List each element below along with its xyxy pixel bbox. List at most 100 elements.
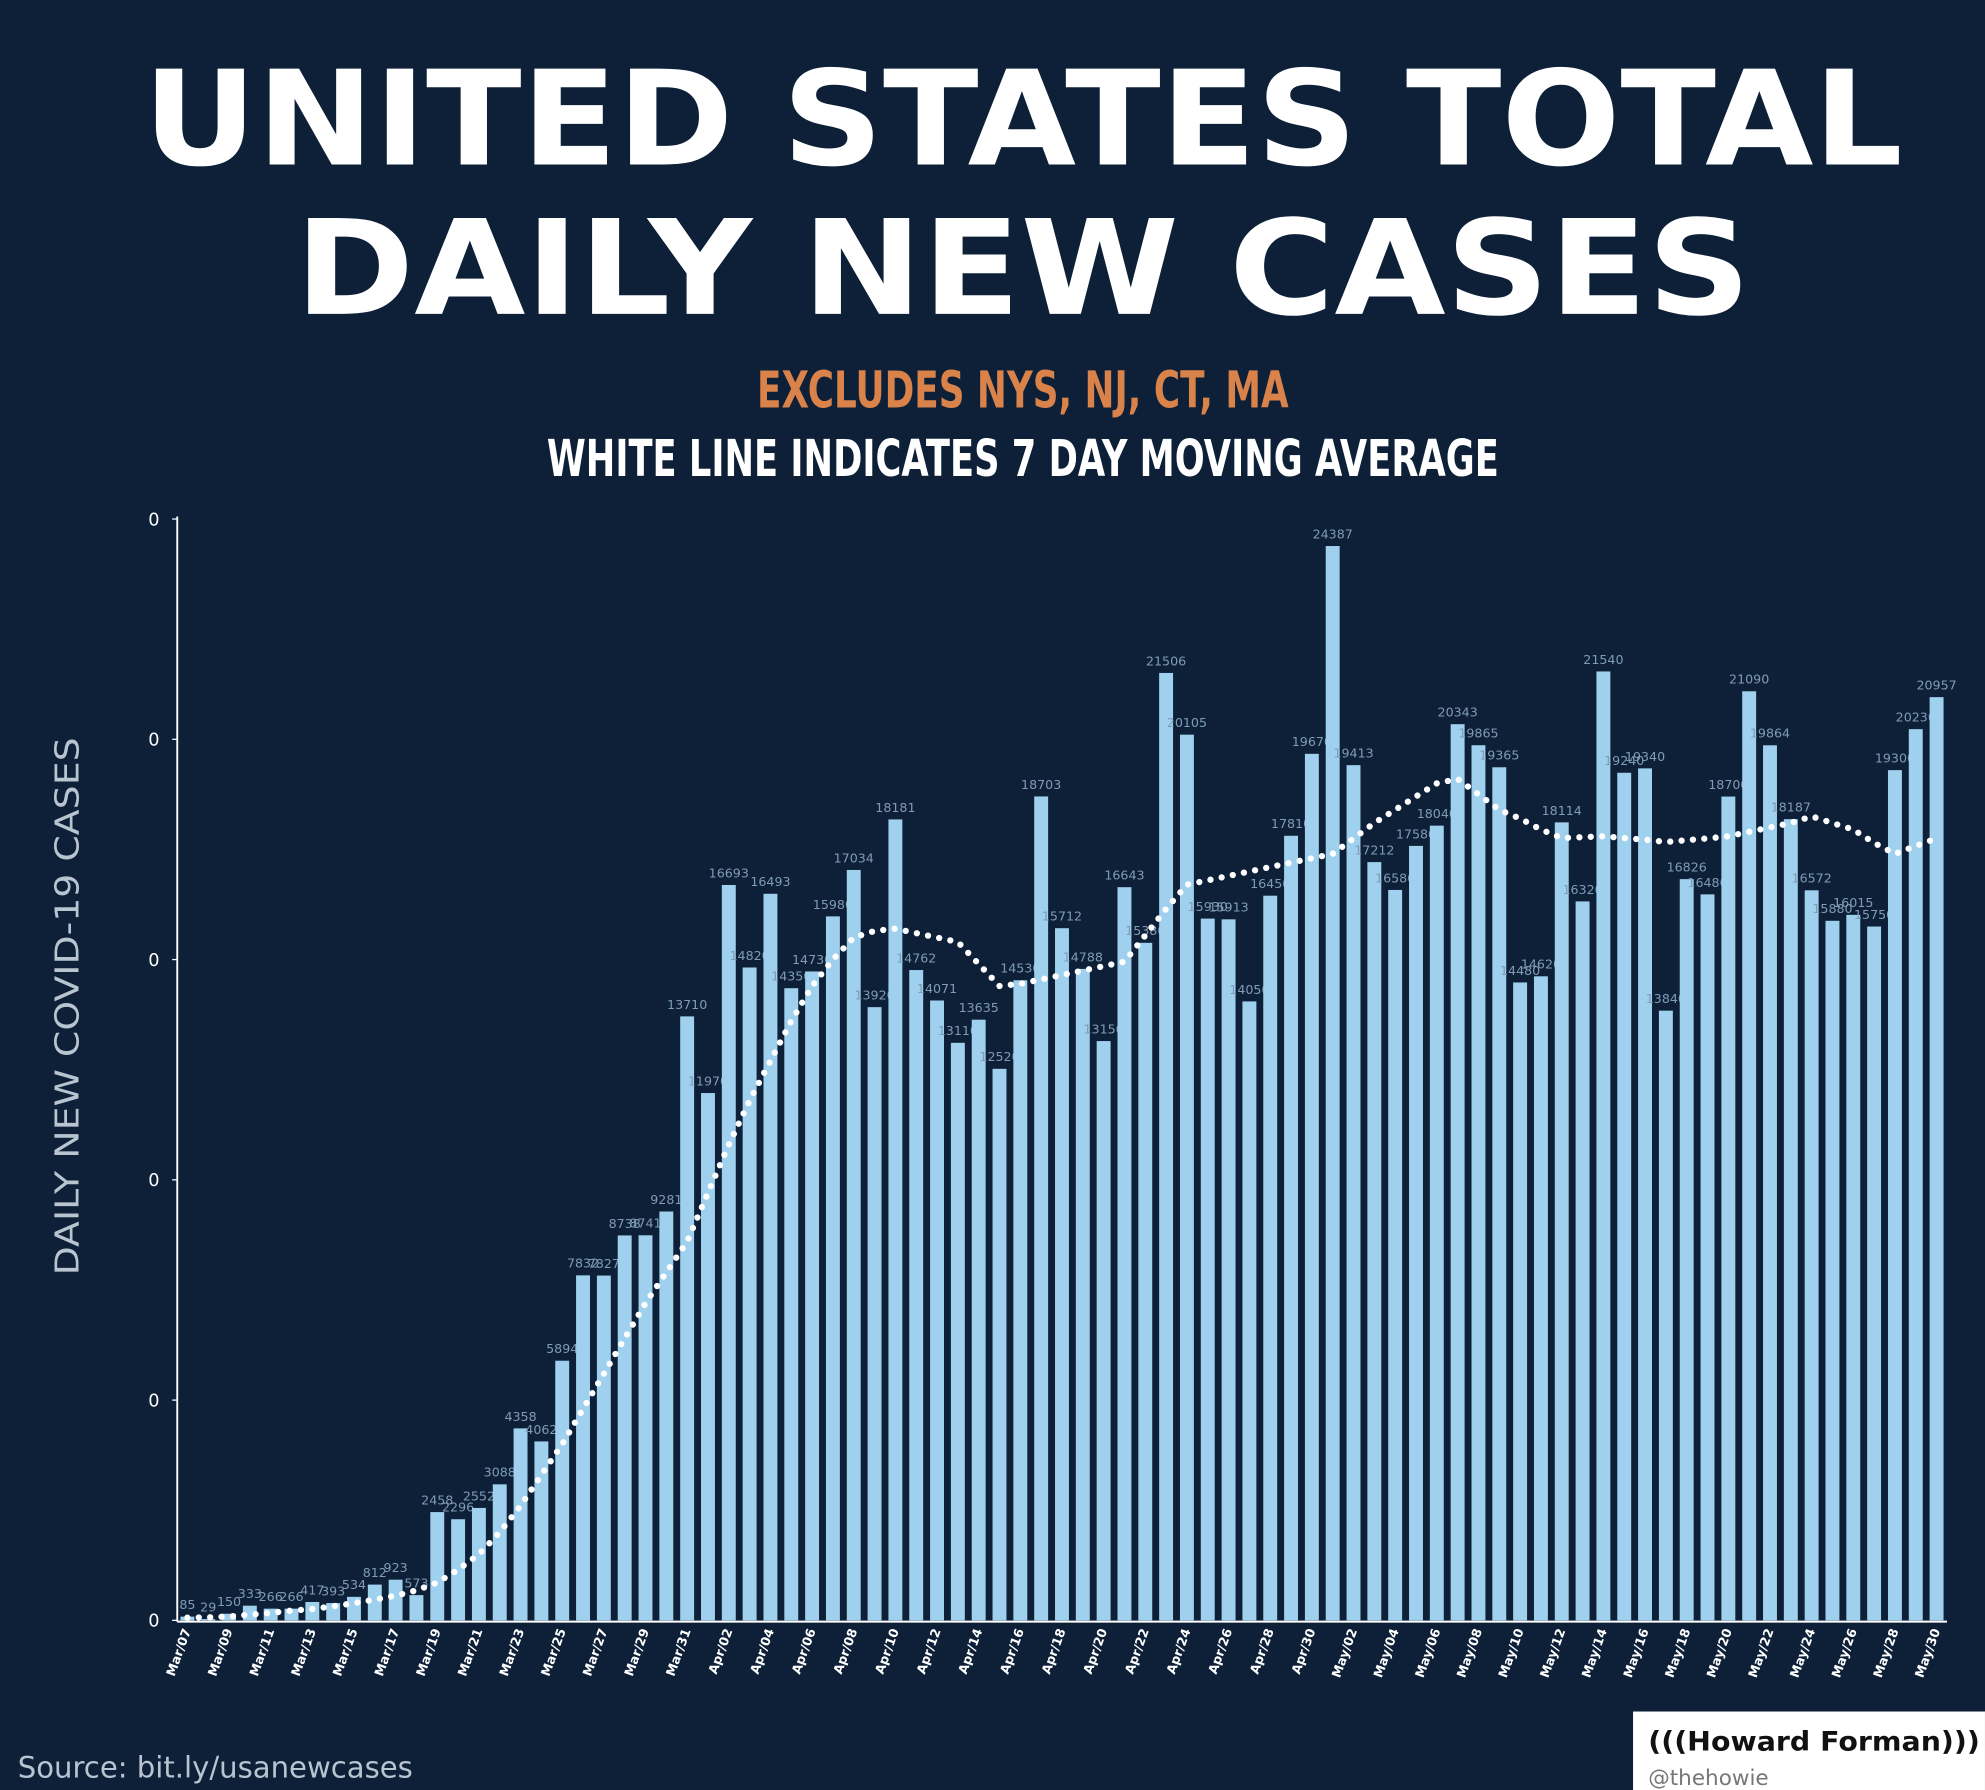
- bar: [825, 916, 840, 1621]
- value-label: 4062: [525, 1422, 557, 1437]
- value-label: 7832: [567, 1256, 599, 1271]
- bar: [930, 1000, 945, 1621]
- bar: [1034, 796, 1049, 1621]
- subtitle: WHITE LINE INDICATES 7 DAY MOVING AVERAG…: [547, 429, 1499, 488]
- bar: [1679, 879, 1694, 1621]
- bar: [1346, 765, 1361, 1621]
- bar: [617, 1235, 632, 1621]
- value-label: 13635: [959, 1000, 999, 1015]
- chart-title: UNITED STATES TOTAL: [143, 44, 1903, 197]
- value-label: 3088: [484, 1465, 516, 1480]
- bar: [576, 1275, 590, 1621]
- source: Source: bit.ly/usanewcases: [18, 1750, 413, 1784]
- value-label: 16572: [1792, 871, 1832, 886]
- bar: [1700, 894, 1715, 1621]
- bar: [1929, 697, 1944, 1621]
- value-label: 11970: [688, 1073, 728, 1088]
- bar: [1471, 745, 1486, 1621]
- value-label: 29: [200, 1599, 216, 1614]
- value-label: 534: [342, 1577, 366, 1592]
- bar: [1242, 1001, 1257, 1621]
- bar: [596, 1275, 611, 1621]
- bar: [451, 1519, 466, 1621]
- bar: [1159, 672, 1174, 1621]
- bar: [1763, 745, 1777, 1621]
- value-label: 13150: [1084, 1021, 1124, 1036]
- bar: [1617, 772, 1632, 1621]
- value-label: 333: [238, 1586, 262, 1601]
- value-label: 20230: [1896, 710, 1936, 725]
- y-tick-label: 0: [148, 1612, 159, 1632]
- bar: [1783, 819, 1798, 1621]
- bar: [1221, 919, 1236, 1621]
- bar: [1325, 546, 1340, 1621]
- bar: [805, 971, 820, 1621]
- bar: [1200, 918, 1215, 1621]
- value-label: 15913: [1208, 900, 1248, 915]
- value-label: 19413: [1333, 746, 1373, 761]
- bar: [284, 1608, 299, 1621]
- value-label: 5894: [546, 1341, 578, 1356]
- bar: [1409, 845, 1423, 1621]
- value-label: 2552: [463, 1488, 495, 1503]
- value-label: 266: [259, 1589, 283, 1604]
- value-label: 150: [217, 1594, 241, 1609]
- value-label: 16493: [750, 874, 790, 889]
- value-label: 923: [384, 1560, 408, 1575]
- value-label: 16826: [1667, 860, 1707, 875]
- bar: [1825, 920, 1840, 1621]
- value-label: 15880: [1812, 901, 1852, 916]
- value-label: 17580: [1396, 826, 1436, 841]
- y-tick-label: 25000: [103, 510, 159, 530]
- bar: [950, 1042, 965, 1621]
- value-label: 19365: [1479, 748, 1519, 763]
- value-label: 21090: [1729, 672, 1769, 687]
- value-label: 417: [300, 1582, 324, 1597]
- value-label: 14050: [1229, 982, 1269, 997]
- bar: [492, 1484, 507, 1621]
- value-label: 20957: [1916, 678, 1956, 693]
- bar: [263, 1608, 278, 1621]
- bar: [1179, 734, 1194, 1621]
- bar: [534, 1441, 549, 1621]
- chart-title: DAILY NEW CASES: [295, 193, 1751, 346]
- value-label: 14820: [730, 948, 770, 963]
- bar: [1533, 976, 1548, 1621]
- bar: [388, 1579, 403, 1621]
- value-label: 15712: [1042, 909, 1082, 924]
- bar: [721, 884, 736, 1621]
- value-label: 14530: [1000, 961, 1040, 976]
- value-label: 19300: [1875, 751, 1915, 766]
- bar: [1513, 982, 1528, 1621]
- bar: [888, 819, 903, 1621]
- value-label: 12520: [979, 1049, 1019, 1064]
- value-label: 14730: [792, 952, 832, 967]
- bar: [1721, 796, 1736, 1621]
- bar: [1658, 1010, 1673, 1621]
- bar: [555, 1360, 570, 1621]
- value-label: 15930: [1188, 899, 1228, 914]
- bar: [784, 988, 799, 1621]
- value-label: 2458: [421, 1492, 453, 1507]
- moving-average-line: [184, 775, 1940, 1621]
- bar: [1388, 889, 1403, 1621]
- value-label: 17212: [1354, 843, 1394, 858]
- value-label: 9281: [650, 1192, 682, 1207]
- value-label: 17810: [1271, 816, 1311, 831]
- y-tick-label: 5000: [114, 1391, 159, 1411]
- value-label: 19864: [1750, 726, 1790, 741]
- value-label: 14620: [1521, 957, 1561, 972]
- value-label: 21506: [1146, 653, 1186, 668]
- credit-name: (((Howard Forman))): [1648, 1727, 1980, 1758]
- value-label: 20105: [1167, 715, 1207, 730]
- value-label: 18181: [875, 800, 915, 815]
- bar: [1013, 980, 1028, 1621]
- bar: [222, 1613, 236, 1621]
- bar: [659, 1211, 674, 1621]
- value-label: 7827: [588, 1256, 620, 1271]
- bar: [1138, 942, 1153, 1621]
- value-label: 18187: [1771, 800, 1811, 815]
- value-label: 19340: [1625, 749, 1665, 764]
- value-label: 14071: [917, 981, 957, 996]
